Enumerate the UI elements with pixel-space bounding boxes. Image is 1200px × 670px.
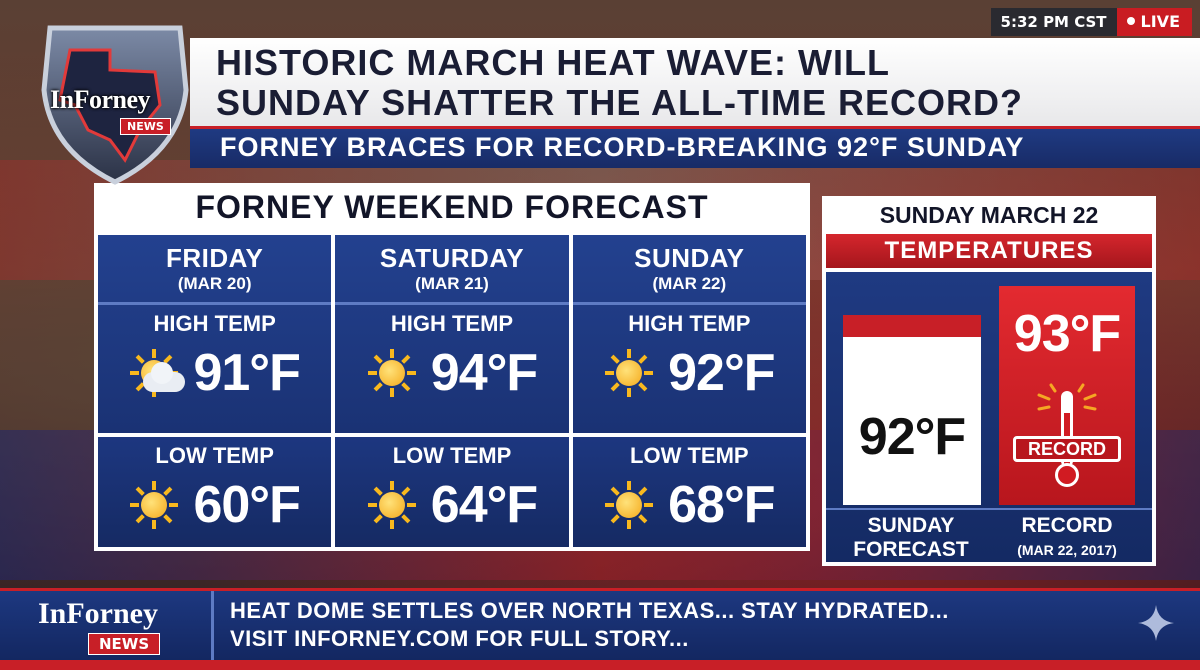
day-high-card: FRIDAY (MAR 20) HIGH TEMP 91°F (98, 235, 332, 433)
broadcast-time: 5:32 PM CST (990, 8, 1117, 36)
comparison-title: SUNDAY MARCH 22 (879, 202, 1099, 228)
comparison-body: 92°F 93°F RECORD SUNDAY FORECAST RECORD … (826, 272, 1152, 562)
day-high-card: SUNDAY (MAR 22) HIGH TEMP 92°F (572, 235, 806, 433)
forecast-caption-line-1: SUNDAY (867, 514, 955, 537)
record-value: 93°F (1013, 305, 1121, 363)
high-temp-value: 92°F (668, 344, 775, 402)
day-name: SATURDAY (379, 243, 525, 273)
high-temp-label: HIGH TEMP (390, 311, 514, 336)
forecast-value: 92°F (858, 408, 966, 466)
high-temp-value: 91°F (193, 344, 300, 402)
headline-box: HISTORIC MARCH HEAT WAVE: WILL SUNDAY SH… (190, 38, 1200, 126)
forecast-caption: SUNDAY FORECAST (836, 514, 986, 562)
day-date: (MAR 22) (652, 274, 727, 293)
ticker-line-1: HEAT DOME SETTLES OVER NORTH TEXAS... ST… (230, 598, 949, 623)
day-date: (MAR 20) (177, 274, 252, 293)
ticker-text: HEAT DOME SETTLES OVER NORTH TEXAS... ST… (230, 597, 949, 653)
day-name: SUNDAY (634, 243, 745, 273)
ticker-line-2: VISIT INFORNEY.COM FOR FULL STORY... (230, 626, 689, 651)
forecast-grid: FRIDAY (MAR 20) HIGH TEMP 91°F LOW TEMP (98, 235, 806, 547)
high-temp-value: 94°F (430, 344, 538, 402)
live-dot-icon (1126, 17, 1135, 25)
divider (826, 508, 1152, 510)
day-low-card: LOW TEMP 68°F (572, 437, 806, 547)
status-bar: 5:32 PM CST LIVE (990, 8, 1192, 36)
live-label: LIVE (1140, 12, 1180, 31)
divider (98, 302, 332, 305)
sun-icon (367, 480, 417, 530)
high-temp-row: 94°F (335, 343, 568, 403)
forecast-caption-line-2: FORECAST (853, 538, 969, 561)
low-temp-label: LOW TEMP (392, 443, 512, 468)
day-name: FRIDAY (165, 243, 264, 273)
ticker-logo-name: InForney (38, 597, 158, 630)
sun-icon (367, 348, 417, 398)
day-high-card: SATURDAY (MAR 21) HIGH TEMP 94°F (335, 235, 569, 433)
temperature-comparison-panel: SUNDAY MARCH 22 TEMPERATURES 92°F 93°F R… (822, 196, 1156, 566)
sun-icon (604, 480, 654, 530)
sun-icon (604, 348, 654, 398)
record-caption-line-1: RECORD (1021, 514, 1113, 537)
low-temp-value: 68°F (668, 476, 775, 534)
bottom-strip (0, 660, 1200, 670)
forecast-day-friday: FRIDAY (MAR 20) HIGH TEMP 91°F LOW TEMP (98, 235, 332, 547)
low-temp-label: LOW TEMP (155, 443, 274, 468)
heat-rays-icon (1037, 383, 1097, 411)
record-caption: RECORD (MAR 22, 2017) (992, 514, 1142, 562)
forecast-title: FORNEY WEEKEND FORECAST (195, 189, 709, 225)
low-temp-label: LOW TEMP (630, 443, 749, 468)
day-low-card: LOW TEMP 60°F (98, 437, 332, 547)
high-temp-row: 91°F (98, 343, 331, 403)
low-temp-row: 64°F (335, 475, 568, 535)
divider (572, 302, 806, 305)
record-bar: 93°F RECORD (999, 286, 1135, 505)
forecast-bar: 92°F (843, 315, 981, 505)
headline-line-1: HISTORIC MARCH HEAT WAVE: WILL (216, 42, 890, 83)
record-tag: RECORD (1013, 436, 1121, 462)
low-temp-value: 64°F (430, 476, 538, 534)
ticker-logo: InForney NEWS (0, 591, 214, 660)
logo-name: InForney (50, 85, 151, 114)
station-logo: InForney NEWS (30, 10, 200, 190)
ticker-logo-news-tag: NEWS (88, 633, 161, 655)
high-temp-label: HIGH TEMP (153, 311, 276, 336)
weekend-forecast-panel: FORNEY WEEKEND FORECAST FRIDAY (MAR 20) … (94, 183, 810, 551)
comparison-subtitle: TEMPERATURES (826, 234, 1152, 268)
high-temp-label: HIGH TEMP (628, 311, 751, 336)
high-temp-row: 92°F (573, 343, 806, 403)
divider (335, 302, 569, 305)
sparkle-icon (1138, 605, 1174, 641)
live-badge: LIVE (1116, 8, 1192, 36)
record-caption-line-2: (MAR 22, 2017) (1017, 542, 1117, 558)
low-temp-row: 60°F (98, 475, 331, 535)
day-date: (MAR 21) (415, 274, 489, 293)
forecast-day-sunday: SUNDAY (MAR 22) HIGH TEMP 92°F LOW TEMP (572, 235, 806, 547)
forecast-day-saturday: SATURDAY (MAR 21) HIGH TEMP 94°F LOW TEM… (335, 235, 569, 547)
day-low-card: LOW TEMP 64°F (335, 437, 569, 547)
low-temp-value: 60°F (193, 476, 300, 534)
partly-cloudy-icon (129, 348, 186, 398)
news-ticker: InForney NEWS HEAT DOME SETTLES OVER NOR… (0, 588, 1200, 660)
low-temp-row: 68°F (573, 475, 806, 535)
sun-icon (129, 480, 179, 530)
logo-news-tag: NEWS (120, 118, 171, 135)
headline-line-2: SUNDAY SHATTER THE ALL-TIME RECORD? (216, 82, 1024, 123)
headline-subline: FORNEY BRACES FOR RECORD-BREAKING 92°F S… (190, 126, 1200, 168)
